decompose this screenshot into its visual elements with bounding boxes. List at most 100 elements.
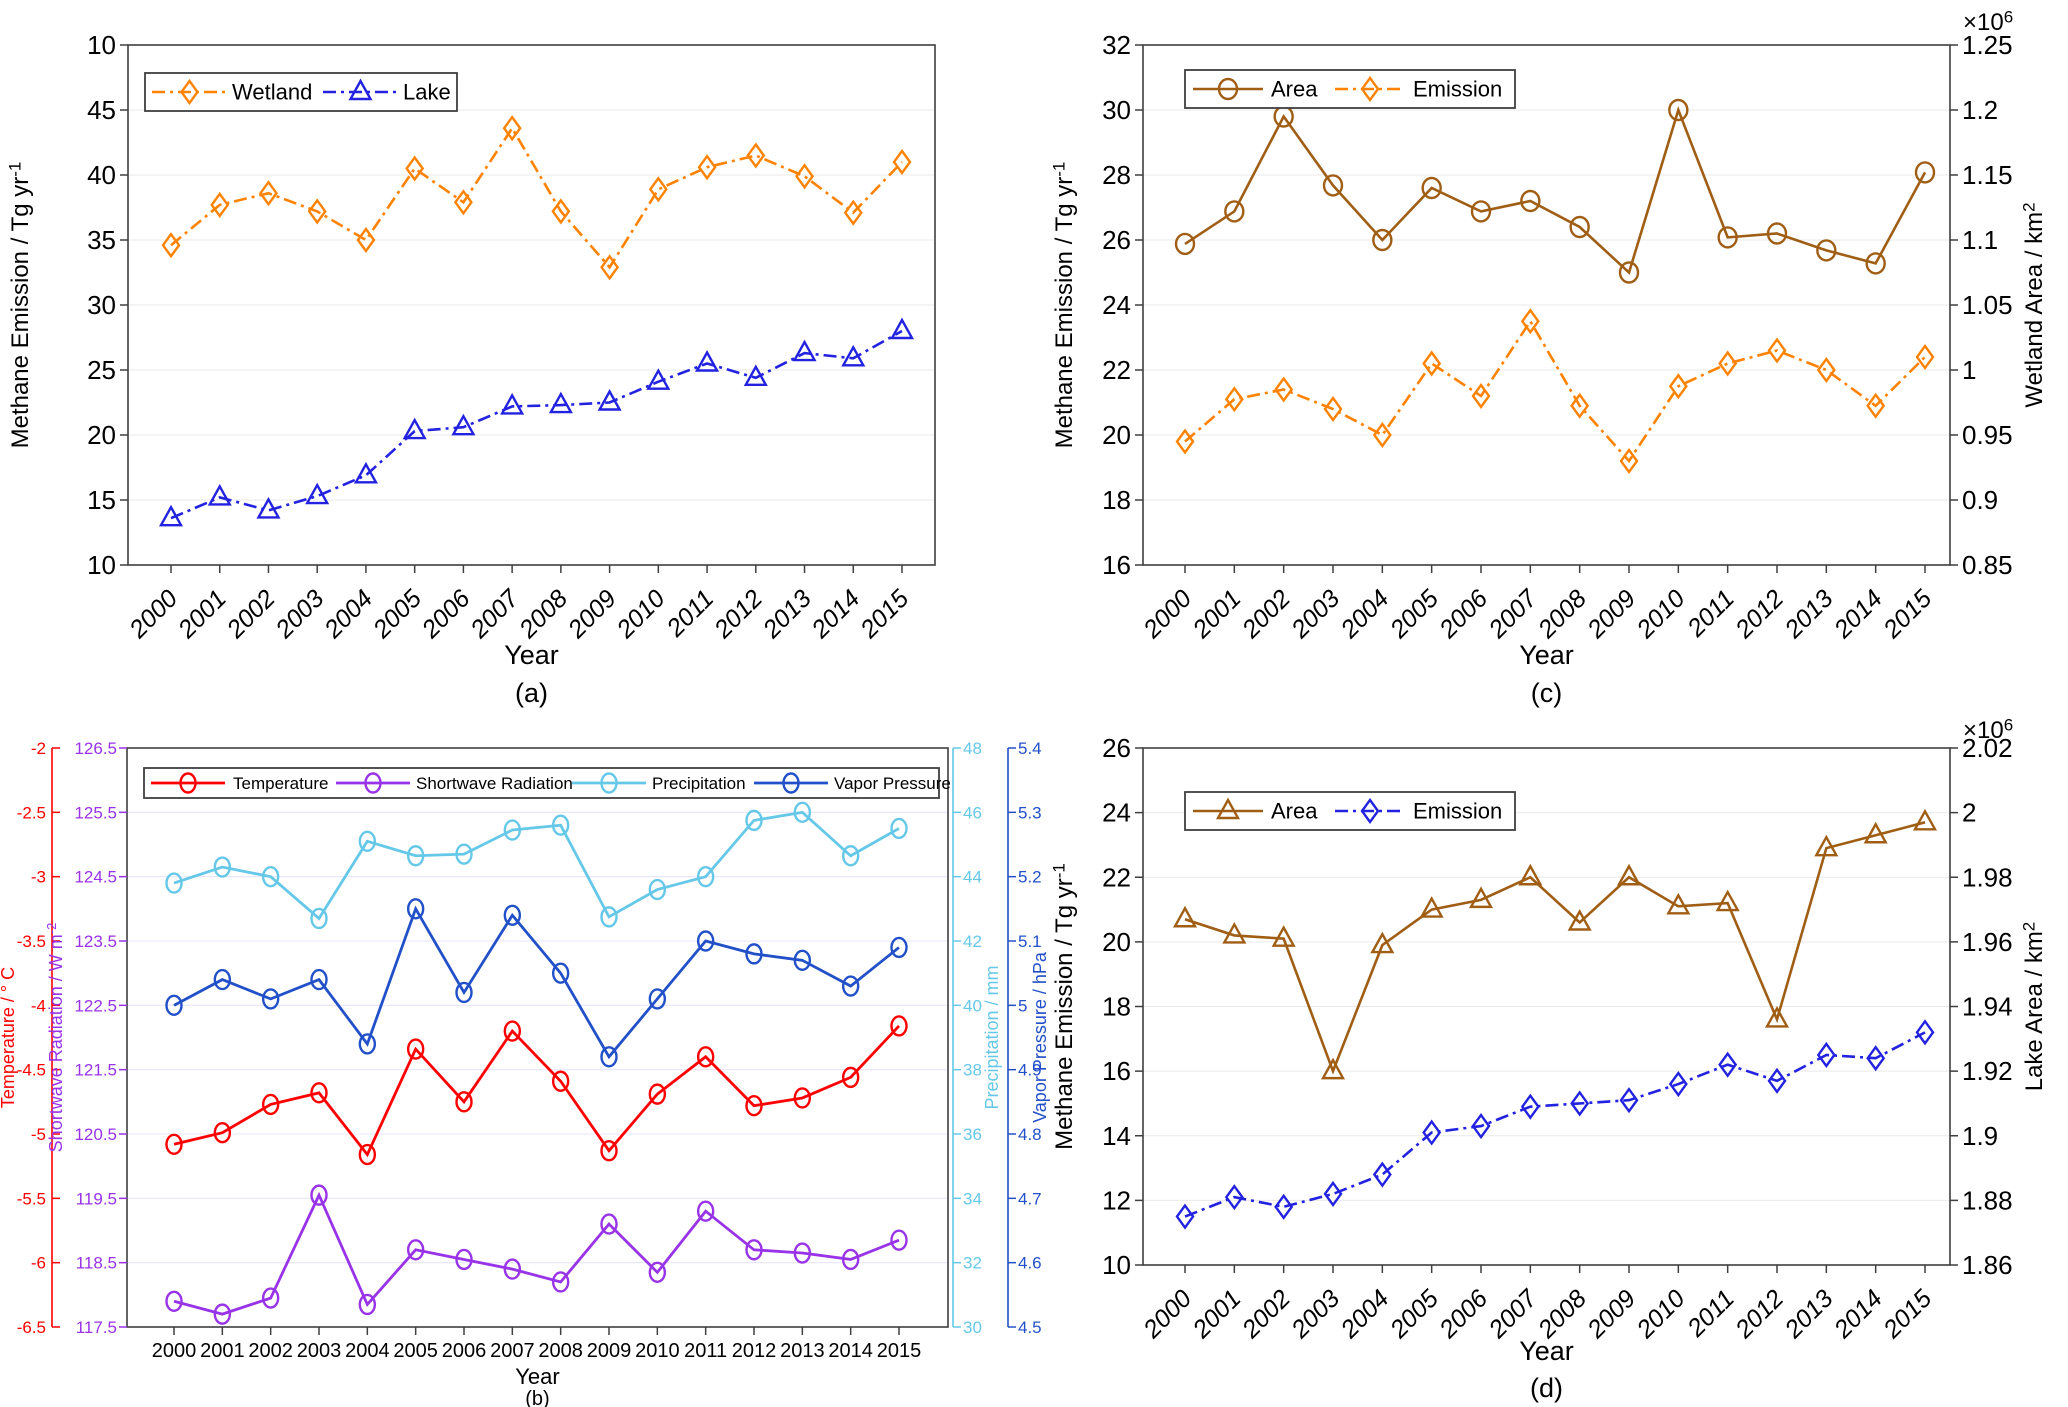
circle-marker	[1914, 161, 1936, 184]
circle-marker	[793, 1087, 812, 1109]
y-tick-label: 4.5	[1018, 1318, 1042, 1337]
circle-marker	[841, 845, 860, 867]
y-tick-label: 1.86	[1962, 1250, 2013, 1280]
triangle-marker	[256, 496, 281, 519]
legend-a: Wetland Lake	[144, 72, 458, 112]
y-tick-label: 5.3	[1018, 803, 1042, 822]
triangle-marker	[1215, 797, 1241, 820]
axis-exponent-label: ×106	[1963, 715, 2013, 744]
triangle-marker	[889, 317, 915, 340]
y-tick-label: 1.96	[1962, 927, 2013, 957]
circle-marker	[310, 1082, 328, 1104]
x-tick-label: 2006	[1433, 584, 1493, 644]
y-axis-b-0: -2 -2.5 -3 -3.5 -4 -4.5 -5 -5.5 -6 -6.5 Temperatur…	[0, 739, 60, 1337]
x-tick-label: 2000	[1137, 584, 1197, 644]
diamond-marker	[1274, 1193, 1294, 1220]
y-tick-label: 28	[1102, 160, 1131, 190]
diamond-marker	[1471, 1113, 1491, 1140]
y-tick-label: 24	[1102, 290, 1131, 320]
y-tick-label: 14	[1102, 1121, 1131, 1151]
legend-label: Precipitation	[652, 774, 746, 793]
gridlines	[1143, 109, 1950, 501]
x-tick-label: 2007	[1483, 584, 1544, 645]
x-tick-label: 2002	[1236, 1284, 1296, 1344]
x-tick-label: 2014	[828, 1340, 873, 1362]
legend-box	[143, 767, 940, 799]
diamond-marker	[697, 154, 717, 181]
circle-marker	[696, 1200, 715, 1222]
y-tick-label: 4.8	[1018, 1125, 1042, 1144]
circle-marker	[1470, 200, 1492, 223]
y-tick-label: 5.1	[1018, 932, 1042, 951]
x-tick-label: 2002	[248, 1340, 293, 1362]
circle-marker	[165, 1133, 183, 1155]
y-tick-label: 0.9	[1962, 485, 1998, 515]
y-axis-a-0: 10 15 20 25 30 35 40 45 10 Methane Emission / Tg …	[5, 30, 128, 580]
x-tick-label: 2014	[1828, 584, 1888, 644]
x-tick-label: 2008	[1532, 584, 1592, 644]
series-vapor-pressure	[165, 898, 908, 1068]
diamond-marker	[210, 191, 230, 218]
y-tick-label: 26	[1102, 733, 1131, 763]
y-tick-label: 4.6	[1018, 1254, 1042, 1273]
circle-marker	[793, 1242, 812, 1264]
diamond-marker	[843, 199, 863, 226]
circle-marker	[406, 845, 425, 867]
x-tick-label: 2003	[270, 584, 330, 644]
circle-marker	[600, 1140, 618, 1162]
legend-label: Shortwave Radiation	[416, 774, 573, 793]
diamond-marker	[600, 254, 620, 281]
legend-b: Temperature Shortwave Radiation Precipitat…	[143, 767, 951, 799]
triangle-marker	[1222, 921, 1247, 944]
legend-label: Area	[1271, 77, 1318, 102]
triangle-marker	[597, 389, 622, 411]
circle-marker	[600, 772, 618, 794]
y-tick-label: 4.9	[1018, 1061, 1042, 1080]
triangle-marker	[348, 78, 373, 101]
y-tick-label: 30	[963, 1318, 982, 1337]
y-tick-label: 124.5	[74, 868, 117, 887]
x-tick-label: 2006	[1433, 1284, 1493, 1344]
diamond-marker	[1372, 1161, 1392, 1188]
circle-marker	[890, 936, 908, 959]
circle-marker	[890, 817, 908, 840]
y-tick-label: 1.88	[1962, 1185, 2013, 1215]
circle-marker	[358, 1033, 377, 1055]
diamond-marker	[1668, 373, 1688, 400]
circle-marker	[696, 1046, 715, 1068]
circle-marker	[503, 1258, 522, 1280]
x-tick-label: 2008	[538, 1340, 583, 1362]
diamond-marker	[1816, 356, 1836, 384]
axis-exponent-label: ×106	[1963, 7, 2013, 36]
diamond-marker	[648, 176, 668, 203]
y-tick-label: 45	[87, 95, 116, 125]
y-tick-label: 1	[1962, 355, 1976, 385]
y-tick-label: 121.5	[74, 1061, 117, 1080]
diamond-marker	[161, 232, 181, 259]
triangle-marker	[1518, 863, 1543, 886]
y-tick-label: 20	[1102, 927, 1131, 957]
circle-marker	[841, 1066, 860, 1089]
circle-marker	[455, 1248, 473, 1271]
y-tick-label: 40	[963, 996, 982, 1015]
diamond-marker	[1866, 392, 1886, 419]
y-tick-label: 42	[963, 932, 982, 951]
x-tick-label: 2011	[661, 584, 720, 643]
x-axis-label: Year	[1519, 1336, 1574, 1366]
diamond-marker	[1718, 350, 1738, 377]
y-tick-label: 30	[1102, 95, 1131, 125]
series-lake	[158, 317, 915, 527]
y-tick-label: 125.5	[74, 803, 117, 822]
x-tick-label: 2012	[1729, 1284, 1789, 1344]
x-tick-label: 2006	[442, 1340, 487, 1362]
y-tick-label: 32	[963, 1254, 982, 1273]
y-tick-label: 22	[1102, 862, 1131, 892]
panel-caption: (d)	[1530, 1373, 1563, 1403]
legend-d: Area Emission	[1184, 791, 1516, 831]
x-tick-label: 2013	[780, 1340, 825, 1362]
diamond-marker	[1360, 75, 1380, 103]
y-tick-label: 15	[87, 485, 116, 515]
y-axis-title: Precipitation / mm	[982, 965, 1002, 1109]
